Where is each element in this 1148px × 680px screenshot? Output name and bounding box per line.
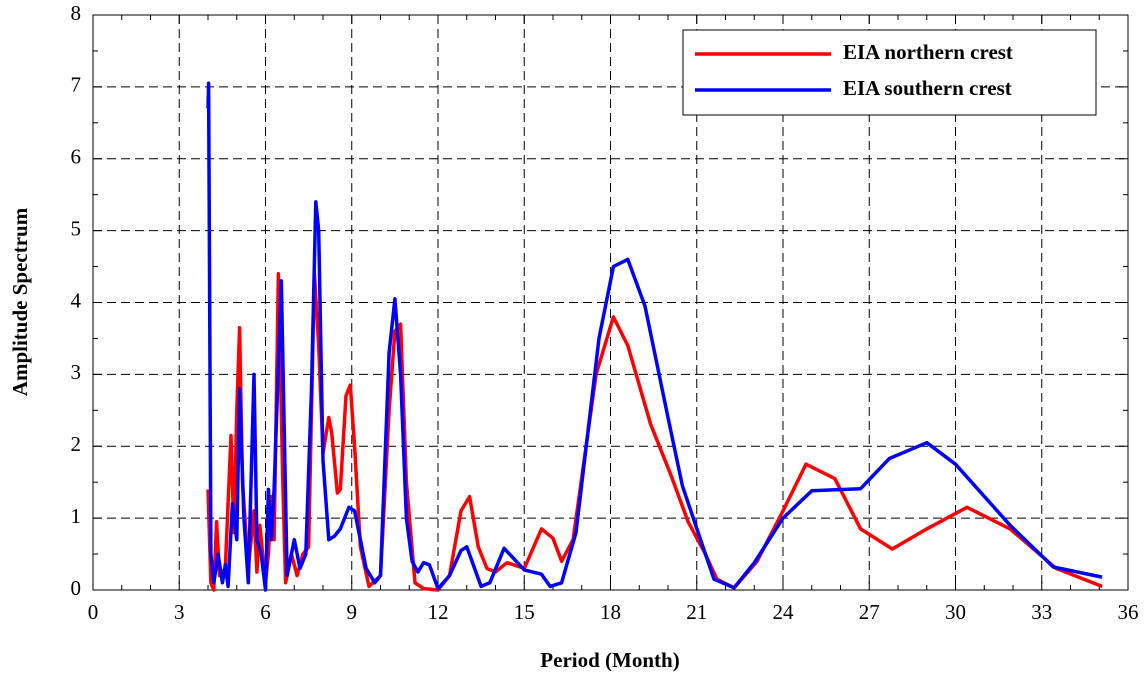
x-tick-label: 18 xyxy=(600,600,621,624)
x-tick-label: 21 xyxy=(686,600,707,624)
x-tick-label: 30 xyxy=(945,600,966,624)
x-axis-label: Period (Month) xyxy=(540,648,679,672)
y-tick-label: 1 xyxy=(71,504,82,528)
y-tick-label: 8 xyxy=(71,1,82,25)
data-line xyxy=(206,272,1103,592)
x-tick-label: 27 xyxy=(859,600,880,624)
x-tick-label: 12 xyxy=(428,600,449,624)
x-tick-label: 33 xyxy=(1031,600,1052,624)
x-tick-label: 24 xyxy=(773,600,795,624)
x-tick-label: 36 xyxy=(1118,600,1139,624)
legend-label: EIA northern crest xyxy=(843,40,1013,64)
data-line xyxy=(206,81,1103,592)
y-tick-label: 3 xyxy=(71,360,82,384)
y-tick-label: 2 xyxy=(71,432,82,456)
plot-frame xyxy=(92,14,1129,591)
y-tick-label: 5 xyxy=(71,216,82,240)
x-tick-label: 15 xyxy=(514,600,535,624)
x-tick-label: 3 xyxy=(174,600,185,624)
y-tick-label: 0 xyxy=(71,576,82,600)
y-axis-label: Amplitude Spectrum xyxy=(8,207,32,396)
legend-box xyxy=(682,29,1097,116)
x-tick-label: 9 xyxy=(347,600,358,624)
y-tick-label: 7 xyxy=(71,73,82,97)
legend: EIA northern crest EIA southern crest xyxy=(682,29,1097,116)
y-tick-label: 6 xyxy=(71,145,82,169)
x-tick-label: 0 xyxy=(88,600,99,624)
x-tick-label: 6 xyxy=(260,600,271,624)
legend-label: EIA southern crest xyxy=(843,76,1012,100)
y-tick-label: 4 xyxy=(71,288,82,312)
